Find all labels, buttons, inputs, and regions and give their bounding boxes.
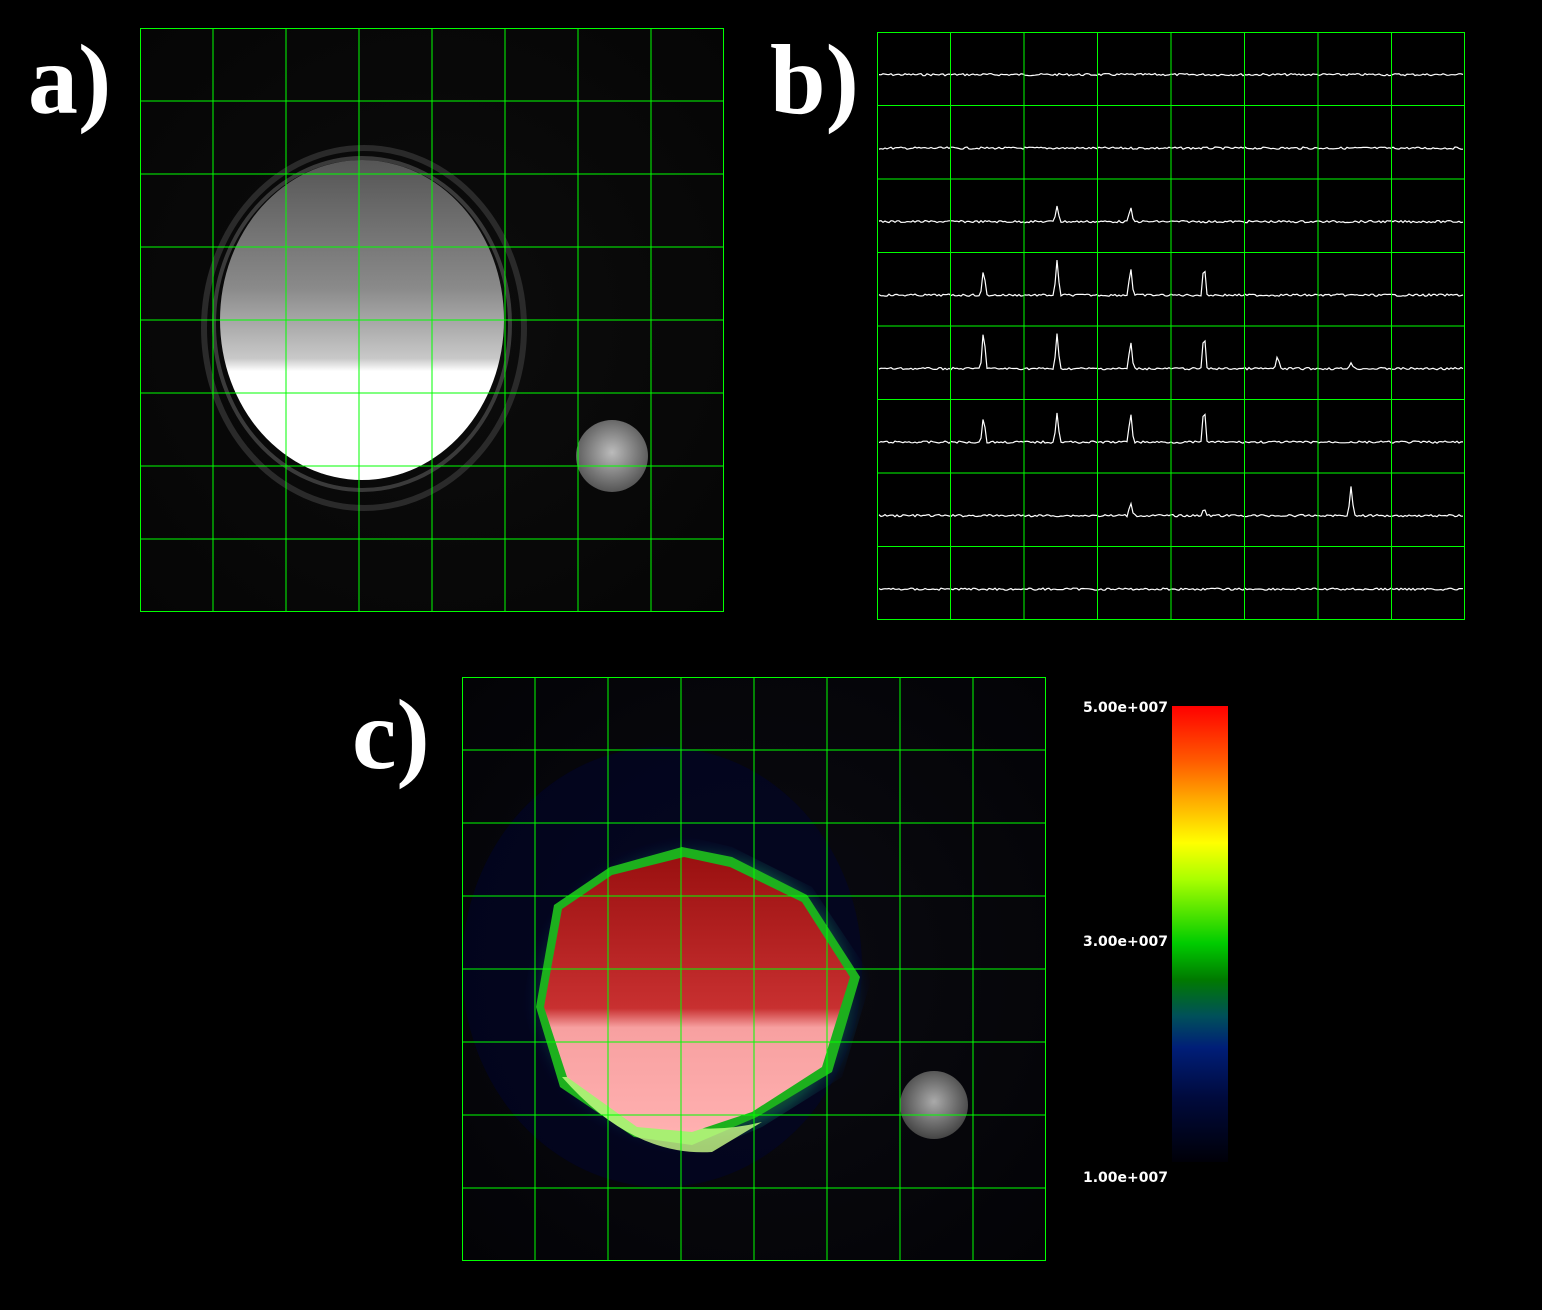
grid-overlay [462,677,1046,1261]
panel-a-label: a) [28,24,112,135]
spectra-grid-panel [877,32,1465,620]
colormap-panel [462,677,1046,1261]
colorbar [1172,706,1228,1162]
mri-image [140,28,724,612]
colorbar-min-label: 1.00e+007 [1083,1170,1168,1186]
grid-overlay [140,28,724,612]
colorbar-max-label: 5.00e+007 [1083,700,1168,716]
panel-b-label: b) [770,24,859,135]
spectra-grid [877,32,1465,620]
grid-overlay [877,32,1465,620]
colorbar-mid-label: 3.00e+007 [1083,934,1168,950]
panel-c-label: c) [352,679,430,790]
colormap-image [462,677,1046,1261]
mri-image-panel [140,28,724,612]
